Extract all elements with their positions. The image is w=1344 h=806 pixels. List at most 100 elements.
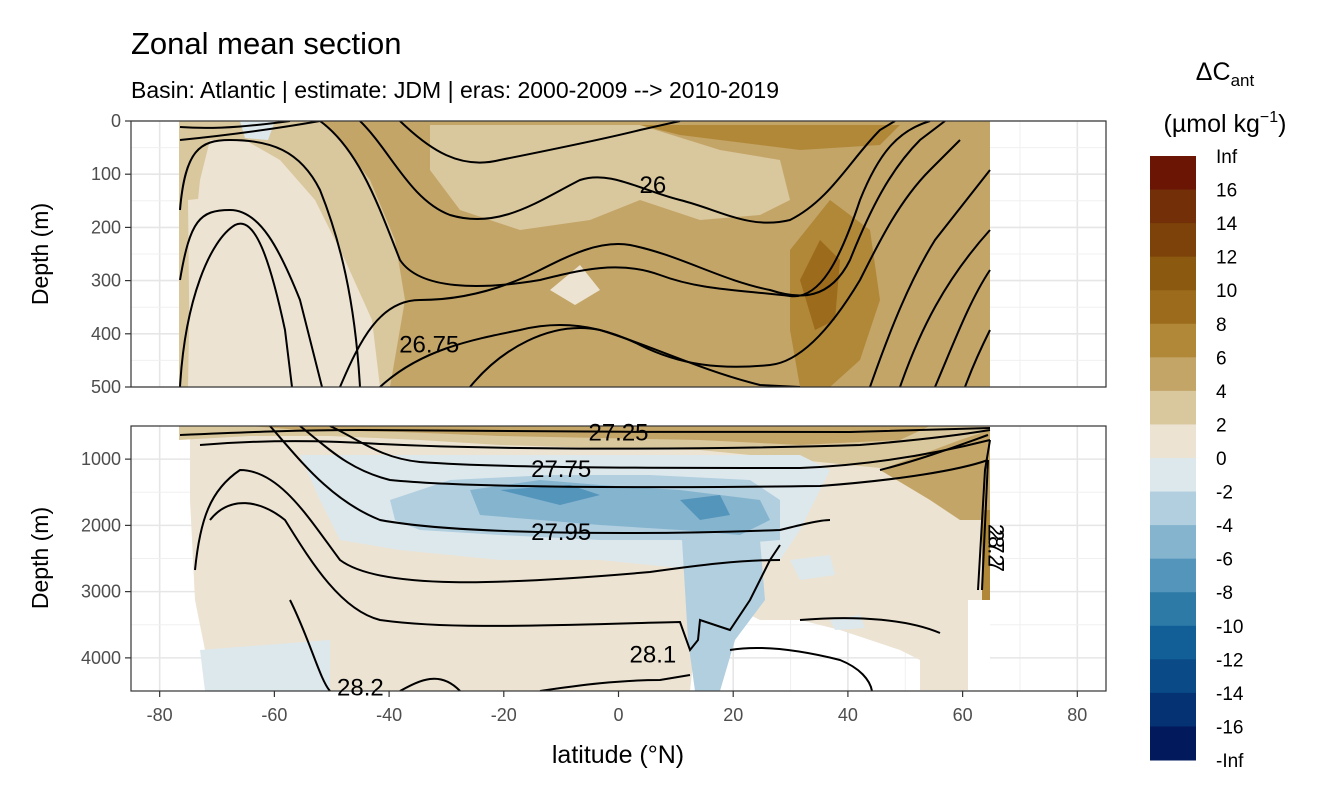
upper-panel: 26 26.75 0 100 200 300 400 500 Depth (m) [27, 111, 1107, 397]
legend-labels: Inf 16 14 12 10 8 6 4 2 0 -2 -4 -6 -8 -10 -12 -14 -16 -Inf [1216, 147, 1244, 772]
x-tick-label: 80 [1067, 705, 1087, 725]
isopycnal-line [319, 121, 931, 298]
lower-y-axis: 1000 2000 3000 4000 [81, 449, 131, 668]
y-tick-label: 500 [91, 377, 121, 397]
legend-label: -10 [1216, 617, 1243, 638]
x-tick-label: -80 [147, 705, 173, 725]
x-axis: -80 -60 -40 -20 0 20 40 60 80 [147, 691, 1087, 725]
upper-contour-labels: 26 26.75 [399, 172, 666, 359]
lower-field-plume [682, 540, 765, 691]
isopycnal-line [964, 329, 991, 387]
upper-field-brown [640, 125, 900, 150]
lower-field-blue-deep [680, 495, 730, 520]
legend-units-close: ) [1278, 110, 1286, 138]
isopycnal-line [299, 426, 989, 489]
upper-isopycnals [179, 121, 991, 387]
contour-label: 27.95 [531, 519, 591, 546]
lower-field-blue-deep [500, 485, 600, 505]
legend-label: -4 [1216, 516, 1233, 537]
y-tick-label: 400 [91, 324, 121, 344]
isopycnal-line [179, 427, 991, 436]
isopycnal-line [209, 502, 781, 653]
upper-field-lens [550, 265, 600, 305]
legend-keys [1150, 156, 1196, 761]
legend-key [1150, 491, 1196, 526]
legend-title: ΔCant [1196, 58, 1255, 90]
isopycnal-line [359, 121, 896, 224]
y-tick-label: 3000 [81, 582, 121, 602]
lower-field-mid-pale [790, 555, 835, 580]
legend-key [1150, 692, 1196, 727]
legend: ΔCant (µmol kg−1) Inf 16 14 12 10 8 6 4 2 0 -2 -4 -6… [1150, 58, 1286, 772]
legend-key [1150, 189, 1196, 224]
legend-label: 14 [1216, 214, 1238, 235]
x-axis-title: latitude (°N) [552, 741, 684, 769]
contour-label-edge: 28.2 [983, 524, 1008, 567]
isopycnal-line [179, 208, 323, 387]
legend-label: -6 [1216, 550, 1233, 571]
legend-key [1150, 290, 1196, 325]
lower-panel-fill [179, 426, 990, 691]
legend-label: -16 [1216, 717, 1243, 738]
lower-isopycnals [179, 426, 991, 691]
isopycnal-line [977, 439, 991, 591]
legend-key [1150, 424, 1196, 459]
legend-label: 0 [1216, 449, 1227, 470]
isopycnal-line [379, 139, 961, 387]
x-tick-label: 60 [953, 705, 973, 725]
isopycnal-line [194, 468, 781, 584]
chart-subtitle: Basin: Atlantic | estimate: JDM | eras: … [131, 77, 779, 103]
x-tick-label: 0 [613, 705, 623, 725]
legend-key [1150, 156, 1196, 191]
x-tick-label: -40 [376, 705, 402, 725]
upper-field-west-light [188, 195, 275, 387]
isopycnal-line [179, 138, 361, 387]
isopycnal-line [879, 434, 989, 471]
isopycnal-line [469, 327, 801, 387]
isopycnal-line [539, 674, 691, 691]
lower-field-pale-tan [179, 426, 990, 500]
x-tick-label: 20 [723, 705, 743, 725]
isopycnal-line [729, 647, 873, 691]
legend-label: 6 [1216, 348, 1227, 369]
isopycnal-line [934, 269, 991, 387]
upper-field-dark-east [800, 240, 840, 330]
upper-panel-fill [179, 121, 990, 387]
y-tick-label: 4000 [81, 648, 121, 668]
legend-key [1150, 525, 1196, 560]
legend-key [1150, 558, 1196, 593]
upper-panel-border [130, 120, 1107, 388]
legend-label: -8 [1216, 583, 1233, 604]
contour-label: 26 [640, 172, 667, 199]
isopycnal-line [179, 121, 321, 141]
legend-label: 2 [1216, 415, 1227, 436]
legend-key [1150, 659, 1196, 694]
contour-label: 28.2 [337, 675, 384, 702]
lower-field-north-brown [982, 510, 990, 605]
x-tick-label: -20 [491, 705, 517, 725]
legend-label: -14 [1216, 684, 1244, 705]
contour-label: 27.25 [588, 420, 648, 447]
y-tick-label: 0 [111, 111, 121, 131]
legend-label: 10 [1216, 281, 1237, 302]
legend-label: 12 [1216, 248, 1237, 269]
legend-key [1150, 390, 1196, 425]
legend-units-main: (µmol kg [1164, 110, 1260, 138]
contour-label: 26.75 [399, 331, 459, 358]
legend-label: Inf [1216, 147, 1238, 168]
lower-field-east-tan [880, 430, 990, 520]
y-tick-label: 200 [91, 217, 121, 237]
legend-key [1150, 223, 1196, 258]
isopycnal-line [799, 617, 941, 634]
isopycnal-line [289, 599, 331, 691]
isopycnal-line [269, 426, 831, 534]
y-tick-label: 2000 [81, 515, 121, 535]
x-tick-label: -60 [261, 705, 287, 725]
legend-key [1150, 458, 1196, 493]
lower-field-south-pale [200, 640, 330, 691]
contour-label-edge: 27.7 [983, 529, 1008, 572]
legend-key [1150, 592, 1196, 627]
